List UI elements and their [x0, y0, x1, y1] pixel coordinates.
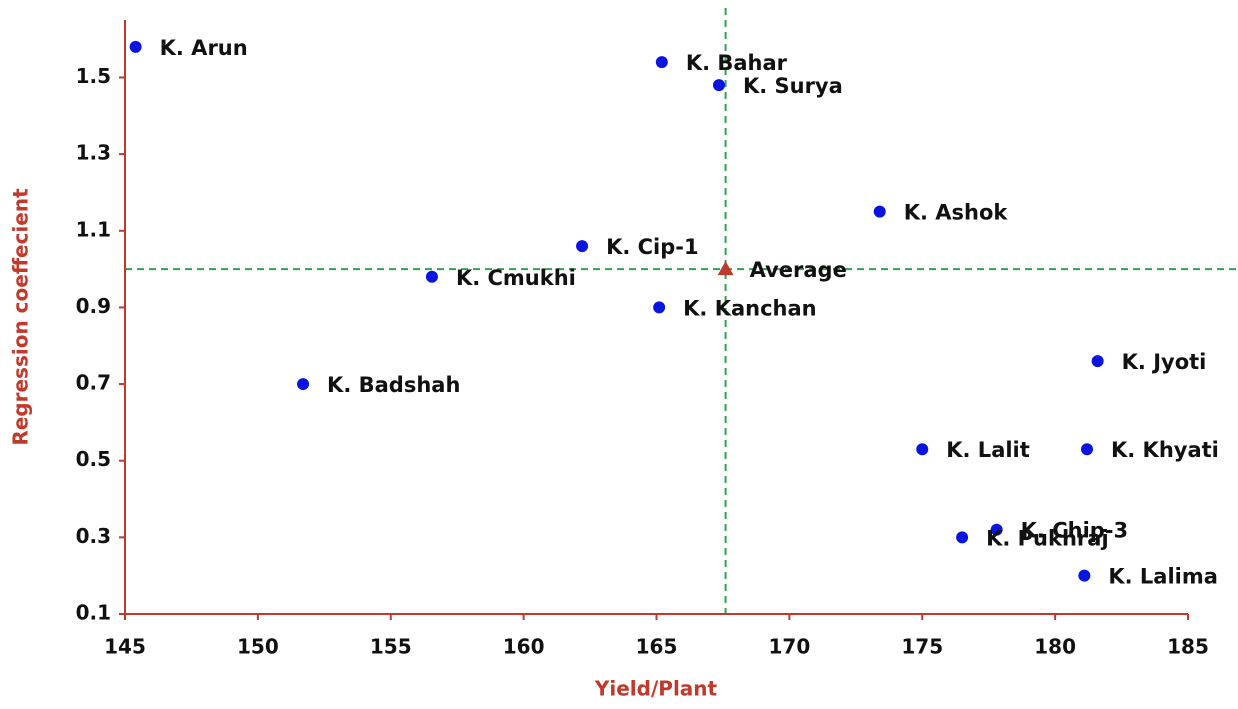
point-label: K. Kanchan [683, 296, 816, 320]
y-axis-title: Regression coeffecient [9, 188, 33, 446]
point [425, 270, 438, 283]
point-label: Average [750, 258, 847, 282]
y-tick-label: 0.7 [76, 371, 111, 395]
y-tick-label: 1.1 [76, 217, 111, 241]
x-tick-label: 170 [769, 635, 811, 659]
x-tick-label: 155 [370, 635, 412, 659]
y-tick-label: 1.5 [76, 64, 111, 88]
point [655, 56, 668, 69]
point-label: K. Ashok [904, 201, 1009, 225]
y-tick-label: 0.5 [76, 447, 111, 471]
point-label: K. Jyoti [1122, 350, 1207, 374]
point-label: K. Bahar [686, 51, 788, 75]
point-label: K. Cip-1 [606, 235, 699, 259]
y-tick-label: 0.9 [76, 294, 111, 318]
point-label: K. Surya [743, 74, 843, 98]
y-tick-label: 0.3 [76, 524, 111, 548]
point-label: K. Badshah [327, 373, 460, 397]
point-label: K. Chip-3 [1021, 519, 1128, 543]
point-label: K. Lalima [1108, 565, 1218, 589]
x-axis-title: Yield/Plant [594, 677, 718, 701]
point [1078, 569, 1091, 582]
point [916, 443, 929, 456]
x-tick-label: 145 [104, 635, 146, 659]
x-tick-label: 160 [503, 635, 545, 659]
point [653, 301, 666, 314]
point [576, 240, 589, 253]
y-tick-label: 0.1 [76, 601, 111, 625]
point [297, 378, 310, 391]
point [129, 40, 142, 53]
point [956, 531, 969, 544]
point [717, 261, 734, 276]
point-label: K. Lalit [946, 438, 1030, 462]
point-label: K. Arun [160, 36, 248, 60]
point [712, 79, 725, 92]
point [1081, 443, 1094, 456]
y-tick-label: 1.3 [76, 141, 111, 165]
point-label: K. Cmukhi [456, 266, 576, 290]
x-tick-label: 185 [1167, 635, 1209, 659]
point [1091, 355, 1104, 368]
point-label: K. Khyati [1111, 438, 1219, 462]
x-tick-label: 165 [636, 635, 678, 659]
x-tick-label: 150 [237, 635, 279, 659]
x-tick-label: 175 [901, 635, 943, 659]
point [990, 523, 1003, 536]
x-tick-label: 180 [1034, 635, 1076, 659]
point-label: K. Pukhraj [986, 526, 1109, 550]
point [873, 205, 886, 218]
